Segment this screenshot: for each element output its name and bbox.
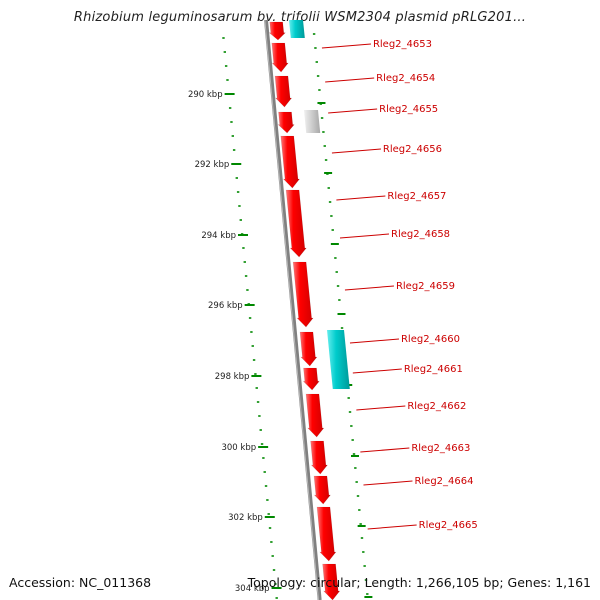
gene-label[interactable]: Rleg2_4660 [401, 334, 460, 345]
gene-label-leader [352, 368, 402, 374]
backbone-layer [264, 19, 322, 600]
gene-label-leader [367, 524, 417, 530]
gene-arrow-red [268, 21, 287, 41]
gene-arrow-red [274, 75, 293, 108]
gene-label-leader [349, 338, 400, 344]
gene-label[interactable]: Rleg2_4655 [379, 104, 438, 115]
gene-block-cyan [327, 330, 350, 389]
gene-label-leader [321, 43, 371, 49]
gene-arrow-red [316, 506, 337, 562]
gene-label[interactable]: Rleg2_4659 [396, 281, 455, 292]
gene-label[interactable]: Rleg2_4663 [411, 443, 470, 454]
scale-ticks-layer: 290 kbp 292 kbp 294 kbp 296 kbp 298 kbp 300 k… [188, 33, 373, 599]
gene-arrow-red [313, 475, 332, 505]
topology-summary-text: Topology: circular; Length: 1,266,105 bp… [247, 575, 591, 590]
gene-label-leader [356, 405, 406, 411]
gene-arrow-red [285, 189, 307, 258]
gene-label[interactable]: Rleg2_4656 [383, 144, 442, 155]
gene-label-leader [363, 480, 413, 486]
gene-label[interactable]: Rleg2_4664 [414, 476, 473, 487]
gene-label-leader [360, 447, 410, 453]
gene-label-leader [331, 148, 381, 154]
gene-label[interactable]: Rleg2_4662 [407, 401, 466, 412]
gene-arrow-red [310, 440, 329, 475]
backbone-highlight [264, 19, 319, 600]
scale-tick-label: 292 kbp [195, 160, 230, 170]
gene-label[interactable]: Rleg2_4657 [387, 191, 446, 202]
gene-label[interactable]: Rleg2_4661 [404, 364, 463, 375]
gene-arrow-red [280, 135, 301, 189]
gene-label[interactable]: Rleg2_4653 [373, 39, 432, 50]
gene-labels-layer: Rleg2_4653 Rleg2_4654 Rleg2_4655 Rleg2_4656… [321, 39, 478, 531]
scale-tick-label: 298 kbp [215, 372, 250, 382]
gene-label-leader [336, 195, 386, 201]
backbone-line [264, 19, 322, 600]
gene-arrow-red [305, 393, 325, 438]
gene-label-leader [344, 285, 394, 291]
scale-tick-label: 302 kbp [228, 513, 263, 523]
gene-block-cyan [289, 20, 305, 38]
gene-label-leader [325, 77, 375, 83]
scale-tick-label: 304 kbp [235, 584, 270, 594]
gene-label[interactable]: Rleg2_4654 [376, 73, 435, 84]
scale-tick-label: 290 kbp [188, 90, 223, 100]
gene-label-leader [339, 233, 390, 239]
gene-arrow-red [322, 563, 341, 600]
map-title: Rhizobium leguminosarum bv. trifolii WSM… [73, 10, 527, 25]
gene-arrow-red [302, 367, 320, 391]
gene-arrow-red [299, 331, 318, 367]
gene-label[interactable]: Rleg2_4658 [391, 229, 450, 240]
gene-arrow-red [277, 111, 295, 134]
gene-label[interactable]: Rleg2_4665 [419, 520, 478, 531]
scale-tick-label: 296 kbp [208, 301, 243, 311]
gene-label-leader [328, 108, 378, 114]
gene-block-gray [304, 110, 321, 133]
scale-tick-label: 294 kbp [201, 231, 236, 241]
scale-tick-label: 300 kbp [221, 443, 256, 453]
gene-arrow-red [292, 261, 314, 328]
gene-arrow-red [271, 42, 289, 73]
accession-text: Accession: NC_011368 [9, 575, 152, 590]
genes-layer [268, 20, 350, 600]
